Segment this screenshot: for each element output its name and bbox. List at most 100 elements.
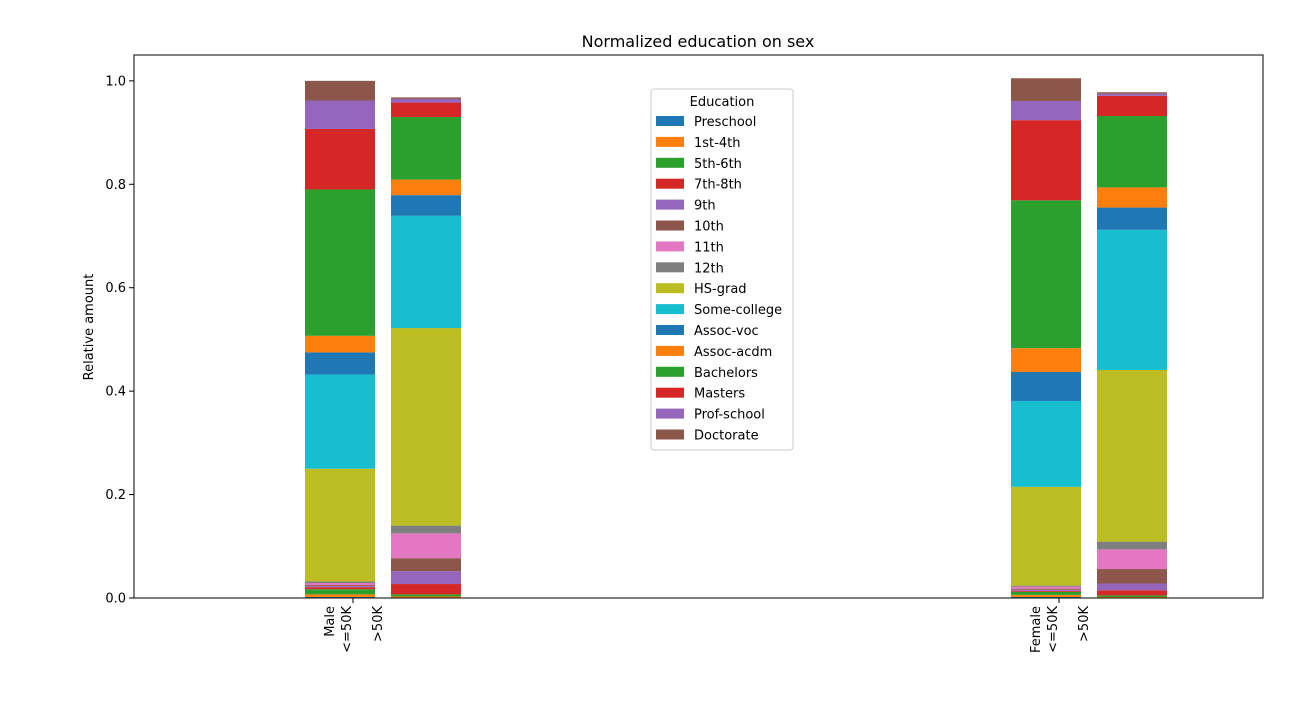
bar-segment	[1011, 486, 1081, 586]
bar-segment	[305, 128, 375, 190]
bar-segment	[305, 594, 375, 597]
legend-swatch	[656, 429, 684, 440]
legend-entry: Prof-school	[694, 408, 765, 423]
legend-box	[650, 88, 794, 451]
bar-segment	[391, 179, 461, 196]
bar-segment	[1011, 585, 1081, 587]
legend-entry: 5th-6th	[694, 157, 742, 172]
x-subcategory-label: <=50K	[1046, 606, 1061, 653]
bar-segment	[1011, 78, 1081, 102]
bar-segment	[1011, 596, 1081, 598]
x-subcategory-label: <=50K	[340, 606, 355, 653]
legend-entry: 11th	[694, 240, 724, 255]
legend-swatch	[656, 199, 684, 210]
bar-segment	[391, 596, 461, 598]
bar-segment	[1011, 591, 1081, 595]
chart-title: Normalized education on sex	[582, 32, 815, 51]
bar-segment	[1011, 589, 1081, 591]
legend-swatch	[656, 178, 684, 189]
bar-segment	[1097, 229, 1167, 370]
legend: Education Preschool 1st-4th 5th-6th 7th-8th 9…	[650, 88, 794, 451]
legend-swatch	[656, 283, 684, 294]
bar-segment	[305, 100, 375, 129]
legend-entry: Bachelors	[694, 366, 758, 381]
bar-segment	[391, 328, 461, 526]
x-group-label: Female	[1029, 606, 1044, 653]
y-axis-label: Relative amount	[82, 274, 97, 381]
bar-segment	[391, 97, 461, 99]
bar-segment	[1097, 569, 1167, 584]
bar-segment	[391, 215, 461, 329]
bar-segment	[1011, 101, 1081, 121]
legend-swatch	[656, 366, 684, 377]
bar-segment	[1011, 120, 1081, 201]
legend-swatch	[656, 325, 684, 335]
legend-title: Education	[690, 95, 755, 110]
bar-segment	[1097, 583, 1167, 591]
y-tick-label: 0.6	[105, 281, 126, 296]
legend-swatch	[656, 345, 684, 356]
legend-entry: 9th	[694, 199, 716, 214]
bar-segment	[1097, 590, 1167, 596]
bar-segment	[1097, 95, 1167, 117]
bar-segment	[1097, 541, 1167, 550]
legend-entry: 10th	[694, 220, 724, 235]
bar-segment	[1097, 549, 1167, 570]
legend-entry: 7th-8th	[694, 178, 742, 193]
bar-segment	[305, 586, 375, 588]
x-subcategory-label: >50K	[1077, 606, 1092, 642]
bar-segment	[391, 98, 461, 103]
y-tick-label: 1.0	[105, 74, 126, 89]
legend-swatch	[656, 136, 684, 147]
legend-swatch	[656, 304, 684, 315]
bar-segment	[305, 468, 375, 582]
y-tick-label: 0.4	[105, 385, 126, 400]
legend-entry: HS-grad	[694, 282, 747, 297]
bar-segment	[1011, 586, 1081, 589]
bar-segment	[391, 558, 461, 572]
x-subcategory-label: >50K	[371, 606, 386, 642]
bar-segment	[391, 571, 461, 585]
x-axis: Male <=50K >50K Female <=50K >50K	[323, 598, 1092, 653]
bar-segment	[1011, 372, 1081, 401]
bar-segment	[305, 581, 375, 584]
bar-segment	[1011, 200, 1081, 349]
bar-segment	[1011, 588, 1081, 590]
bar-segment	[1097, 93, 1167, 96]
bar-segment	[1097, 369, 1167, 542]
bar-segment	[391, 102, 461, 118]
bar-segment	[1097, 116, 1167, 188]
bar-segment	[305, 585, 375, 587]
bar-segment	[305, 352, 375, 375]
legend-swatch	[656, 262, 684, 273]
bar-segment	[391, 195, 461, 216]
legend-entry: 12th	[694, 261, 724, 276]
bar-segment	[1011, 400, 1081, 487]
legend-entry: Assoc-voc	[694, 324, 759, 339]
y-axis: 0.0 0.2 0.4 0.6 0.8 1.0	[105, 74, 134, 607]
bar-segment	[305, 596, 375, 598]
legend-entry: Doctorate	[694, 429, 759, 444]
legend-entry: 1st-4th	[694, 136, 740, 151]
bar-segment	[1097, 187, 1167, 208]
legend-entry: Preschool	[694, 115, 756, 130]
legend-swatch	[656, 408, 684, 419]
bar-segment	[305, 587, 375, 590]
bar-segment	[305, 80, 375, 101]
legend-entry: Assoc-acdm	[694, 345, 772, 360]
bar-segment	[1011, 594, 1081, 597]
bar-segment	[1097, 595, 1167, 597]
bar-segment	[305, 583, 375, 586]
bar-segment	[1097, 92, 1167, 94]
bars-layer	[305, 78, 1167, 598]
bar-segment	[1097, 596, 1167, 598]
legend-swatch	[656, 220, 684, 231]
bar-segment	[305, 189, 375, 336]
bar-segment	[1011, 590, 1081, 592]
bar-segment	[391, 525, 461, 534]
legend-swatch	[656, 241, 684, 252]
bar-segment	[305, 335, 375, 353]
y-tick-label: 0.2	[105, 488, 126, 503]
legend-swatch	[656, 116, 684, 126]
